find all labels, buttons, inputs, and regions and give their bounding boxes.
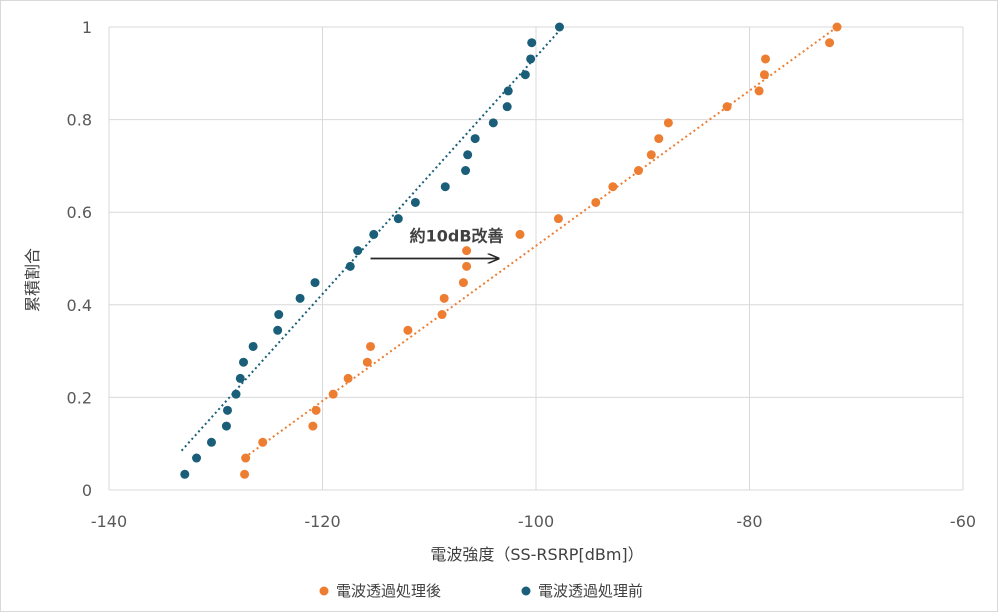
data-point-after <box>308 421 318 431</box>
data-point-before <box>520 70 530 80</box>
data-point-after <box>437 310 447 320</box>
data-point-before <box>503 86 513 96</box>
data-point-before <box>353 246 363 256</box>
data-point-after <box>646 150 656 160</box>
x-tick-label: -120 <box>304 512 340 531</box>
data-point-after <box>462 246 472 256</box>
data-point-after <box>366 341 376 351</box>
x-tick-label: -60 <box>950 512 976 531</box>
legend-label-after: 電波透過処理後 <box>336 582 441 600</box>
data-point-before <box>273 325 283 335</box>
data-point-after <box>553 214 563 224</box>
data-point-after <box>311 405 321 415</box>
data-point-before <box>206 437 216 447</box>
data-point-before <box>488 118 498 128</box>
data-point-before <box>463 150 473 160</box>
data-point-before <box>470 134 480 144</box>
data-point-before <box>310 278 320 288</box>
data-point-before <box>502 102 512 112</box>
data-point-after <box>403 325 413 335</box>
x-tick-label: -100 <box>518 512 554 531</box>
y-tick-label: 0.8 <box>67 111 92 130</box>
data-point-after <box>240 469 250 479</box>
data-point-after <box>633 166 643 176</box>
data-point-after <box>654 134 664 144</box>
x-axis-ticks: -140 -120 -100 -80 -60 <box>91 512 976 531</box>
data-point-after <box>663 118 673 128</box>
data-point-after <box>761 54 771 64</box>
data-point-after <box>328 389 338 399</box>
legend: 電波透過処理後 電波透過処理前 <box>319 582 643 600</box>
data-point-before <box>192 453 202 463</box>
data-point-after <box>591 197 601 207</box>
data-point-before <box>526 54 536 64</box>
y-tick-label: 0.4 <box>67 296 92 315</box>
legend-marker-before <box>521 586 531 596</box>
data-point-before <box>274 310 284 320</box>
data-point-before <box>345 261 355 271</box>
data-point-before <box>393 214 403 224</box>
data-point-before <box>295 293 305 303</box>
data-point-before <box>231 389 241 399</box>
data-point-before <box>554 22 564 32</box>
data-point-after <box>825 38 835 48</box>
data-point-after <box>258 437 268 447</box>
legend-label-before: 電波透過処理前 <box>538 582 643 600</box>
data-point-before <box>239 357 249 367</box>
data-point-before <box>527 38 537 48</box>
x-tick-label: -140 <box>91 512 127 531</box>
data-point-before <box>180 469 190 479</box>
data-point-before <box>222 405 232 415</box>
data-point-after <box>462 261 472 271</box>
y-tick-label: 0.2 <box>67 388 92 407</box>
data-point-after <box>439 293 449 303</box>
y-tick-label: 1 <box>82 18 92 37</box>
y-tick-label: 0 <box>82 481 92 500</box>
data-point-before <box>369 229 379 239</box>
data-point-after <box>722 102 732 112</box>
grid-lines <box>108 26 964 491</box>
y-axis-ticks: 0 0.2 0.4 0.6 0.8 1 <box>67 18 92 500</box>
data-point-before <box>410 197 420 207</box>
data-point-before <box>440 182 450 192</box>
data-point-after <box>362 357 372 367</box>
y-tick-label: 0.6 <box>67 203 92 222</box>
data-point-after <box>759 70 769 80</box>
data-point-after <box>343 373 353 383</box>
data-points <box>180 22 842 479</box>
improvement-annotation: 約10dB改善 <box>410 227 504 246</box>
data-point-before <box>461 166 471 176</box>
trendline-after <box>243 26 838 459</box>
trendlines <box>180 26 838 459</box>
x-tick-label: -80 <box>736 512 762 531</box>
data-point-before <box>221 421 231 431</box>
data-point-after <box>832 22 842 32</box>
data-point-after <box>458 278 468 288</box>
data-point-before <box>235 373 245 383</box>
legend-marker-after <box>319 586 329 596</box>
data-point-after <box>515 229 525 239</box>
data-point-after <box>241 453 251 463</box>
data-point-after <box>754 86 764 96</box>
x-axis-title: 電波強度（SS-RSRP[dBm]） <box>430 545 643 564</box>
data-point-before <box>248 341 258 351</box>
y-axis-title: 累積割合 <box>23 248 42 312</box>
data-point-after <box>608 182 618 192</box>
